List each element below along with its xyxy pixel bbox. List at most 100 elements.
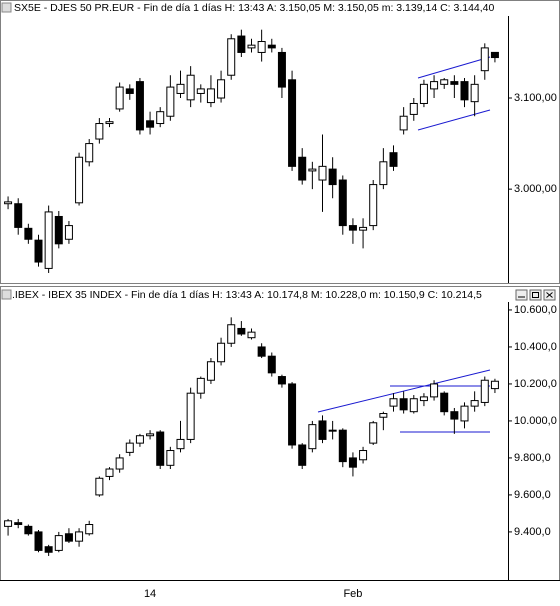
- candle-body: [308, 424, 317, 450]
- candle-body: [277, 51, 286, 88]
- y-tick-label: 3.000,00: [514, 183, 557, 195]
- candle-body: [206, 361, 215, 381]
- candle-body: [267, 355, 276, 374]
- candle-body: [75, 531, 84, 542]
- candle-body: [348, 225, 357, 231]
- candle-body: [237, 35, 246, 53]
- candle-body: [95, 123, 104, 140]
- candle-body: [440, 392, 449, 413]
- candle-body: [277, 376, 286, 385]
- candle-body: [227, 38, 236, 76]
- candle-body: [14, 203, 23, 228]
- candle-body: [389, 152, 398, 167]
- candle-body: [14, 522, 23, 526]
- candle-body: [44, 546, 53, 553]
- candle-body: [257, 41, 266, 53]
- candle-body: [135, 435, 144, 444]
- candle-body: [359, 450, 368, 461]
- candle-body: [4, 520, 13, 527]
- candle-body: [54, 535, 63, 551]
- candle-body: [490, 51, 499, 59]
- trend-lines: [317, 56, 491, 433]
- candle-body: [308, 168, 317, 172]
- candle-body: [419, 396, 428, 402]
- candle-body: [54, 215, 63, 245]
- candle-body: [338, 179, 347, 227]
- candle-body: [237, 327, 246, 335]
- candle-body: [379, 413, 388, 418]
- candle-body: [247, 44, 256, 49]
- candle-body: [298, 444, 307, 466]
- candle-body: [166, 86, 175, 117]
- candle-body: [85, 524, 94, 535]
- candle-body: [379, 161, 388, 186]
- candle-body: [460, 81, 469, 101]
- candle-body: [217, 342, 226, 363]
- candle-body: [328, 429, 337, 432]
- candle-body: [450, 411, 459, 420]
- candle-body: [64, 225, 73, 240]
- trend-line: [317, 369, 491, 413]
- candle-body: [430, 383, 439, 398]
- candle-body: [490, 380, 499, 390]
- minimize-button[interactable]: [515, 289, 528, 301]
- candle-body: [389, 398, 398, 407]
- candle-body: [115, 457, 124, 470]
- candle-body: [419, 83, 428, 104]
- maximize-glyph: [532, 292, 539, 298]
- y-tick-label: 10.600,0: [514, 304, 557, 316]
- candle-body: [115, 86, 124, 110]
- candle-body: [196, 377, 205, 394]
- candle-body: [288, 383, 297, 446]
- candle-body: [44, 211, 53, 269]
- candle-body: [135, 81, 144, 131]
- candle-body: [470, 83, 479, 103]
- panel-title: SX5E - DJES 50 PR.EUR - Fin de día 1 día…: [14, 2, 495, 14]
- window-buttons: [515, 289, 556, 301]
- candle-body: [440, 79, 449, 85]
- candle-body: [4, 201, 13, 205]
- y-tick-label: 9.800,0: [514, 452, 551, 464]
- panel-icon[interactable]: [1, 289, 12, 300]
- candle-body: [257, 346, 266, 357]
- candle-body: [125, 88, 134, 94]
- candle-body: [24, 227, 33, 240]
- candle-body: [125, 442, 134, 453]
- candle-body: [146, 120, 155, 128]
- candle-body: [430, 81, 439, 90]
- candle-body: [288, 79, 297, 167]
- candle-body: [369, 184, 378, 227]
- candle-body: [105, 468, 114, 477]
- top-panel: [0, 0, 560, 284]
- panel-title: .IBEX - IBEX 35 INDEX - Fin de día 1 día…: [12, 289, 482, 301]
- candle-body: [409, 102, 418, 115]
- candle-body: [156, 111, 165, 125]
- panel-icon[interactable]: [1, 2, 12, 13]
- candle-body: [318, 420, 327, 440]
- candle-body: [176, 438, 185, 450]
- candle-body: [348, 457, 357, 468]
- candle-body: [460, 405, 469, 422]
- candle-body: [186, 74, 195, 101]
- x-tick-label: 14: [144, 588, 156, 600]
- candle-body: [146, 433, 155, 437]
- candle-body: [399, 398, 408, 411]
- y-tick-label: 10.200,0: [514, 378, 557, 390]
- y-tick-label: 3.100,00: [514, 92, 557, 104]
- y-tick-label: 10.400,0: [514, 341, 557, 353]
- candle-body: [318, 165, 327, 181]
- candle-body: [186, 392, 195, 440]
- candle-body: [166, 450, 175, 466]
- maximize-button[interactable]: [529, 289, 542, 301]
- close-glyph: [546, 292, 553, 298]
- candle-body: [64, 533, 73, 542]
- candle-body: [24, 525, 33, 535]
- candle-body: [267, 44, 276, 49]
- trend-line: [417, 109, 491, 131]
- candle-body: [95, 477, 104, 496]
- candle-body: [480, 47, 489, 72]
- candle-body: [470, 400, 479, 407]
- candle-body: [196, 88, 205, 94]
- y-tick-label: 9.400,0: [514, 526, 551, 538]
